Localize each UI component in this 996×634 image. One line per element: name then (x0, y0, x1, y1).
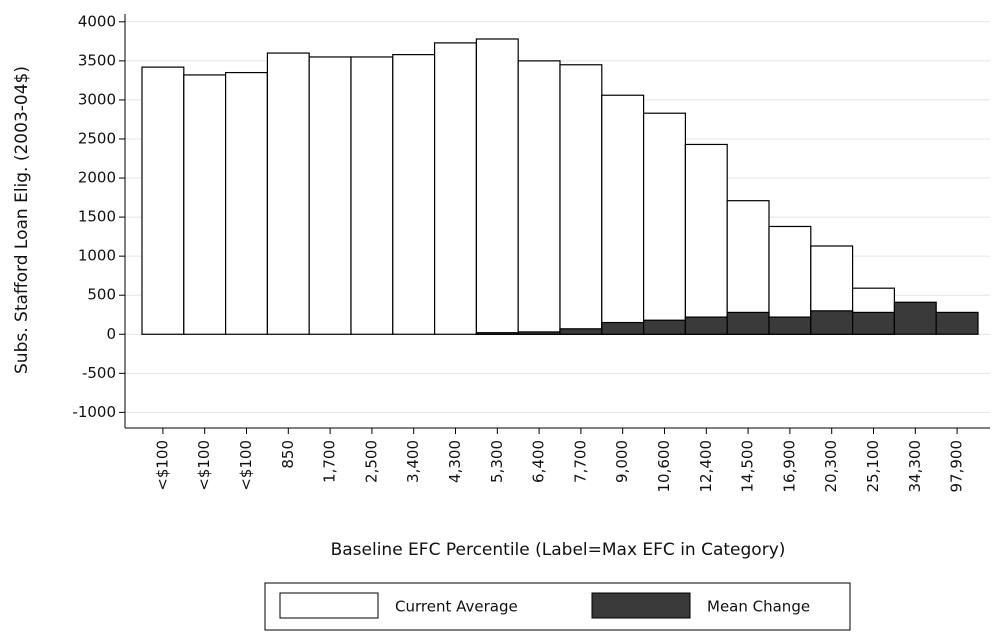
x-tick-label: 9,000 (613, 440, 631, 483)
bar (392, 54, 436, 335)
y-tick-label: 2500 (78, 129, 116, 147)
x-tick-label: 25,100 (864, 440, 882, 493)
bar (601, 94, 645, 335)
y-axis-title: Subs. Stafford Loan Elig. (2003-04$) (12, 66, 32, 374)
x-tick-label: 7,700 (571, 440, 589, 483)
x-axis-title: Baseline EFC Percentile (Label=Max EFC i… (331, 540, 786, 560)
y-tick-label: 1500 (78, 208, 116, 226)
bar (684, 143, 728, 335)
bar (308, 56, 352, 335)
bar (475, 38, 519, 335)
bar (810, 310, 854, 335)
bar (768, 316, 812, 335)
x-tick-label: 12,400 (697, 440, 715, 493)
x-tick-label: 20,300 (822, 440, 840, 493)
x-tick-label: 97,900 (948, 440, 966, 493)
x-tick-label: 6,400 (530, 440, 548, 483)
x-tick-label: 16,900 (780, 440, 798, 493)
y-tick-label: 3500 (78, 51, 116, 69)
y-tick-label: 0 (106, 325, 116, 343)
bar (893, 301, 937, 335)
x-tick-label: 10,600 (655, 440, 673, 493)
legend-label: Current Average (395, 598, 518, 616)
legend-label: Mean Change (707, 598, 810, 616)
bar (434, 42, 478, 335)
y-tick-label: 1000 (78, 247, 116, 265)
bar (851, 311, 895, 335)
bar (726, 311, 770, 335)
x-tick-label: 4,300 (446, 440, 464, 483)
bar (141, 66, 185, 335)
y-tick-label: 4000 (78, 12, 116, 30)
x-tick-label: <$100 (237, 440, 255, 491)
bar (517, 60, 561, 335)
bar (684, 316, 728, 335)
bar (183, 74, 227, 335)
y-tick-label: -1000 (72, 403, 116, 421)
bar (350, 56, 394, 335)
y-tick-label: 2000 (78, 169, 116, 187)
y-tick-label: -500 (82, 364, 116, 382)
bar (935, 311, 979, 335)
bar (559, 64, 603, 335)
bar (601, 321, 645, 335)
bar (475, 332, 519, 335)
bar (266, 52, 310, 335)
legend-swatch (279, 592, 379, 619)
bar (559, 328, 603, 335)
x-tick-label: 14,500 (739, 440, 757, 493)
bar (642, 112, 686, 335)
x-tick-label: <$100 (195, 440, 213, 491)
x-tick-label: <$100 (153, 440, 171, 491)
bar (517, 331, 561, 335)
x-tick-label: 34,300 (906, 440, 924, 493)
y-tick-label: 500 (87, 286, 116, 304)
x-tick-label: 5,300 (488, 440, 506, 483)
bar (225, 71, 269, 335)
x-tick-label: 1,700 (321, 440, 339, 483)
x-tick-label: 3,400 (404, 440, 422, 483)
legend-swatch (591, 592, 691, 619)
y-tick-label: 3000 (78, 90, 116, 108)
bar (642, 319, 686, 335)
x-tick-label: 850 (279, 440, 297, 469)
x-tick-label: 2,500 (362, 440, 380, 483)
